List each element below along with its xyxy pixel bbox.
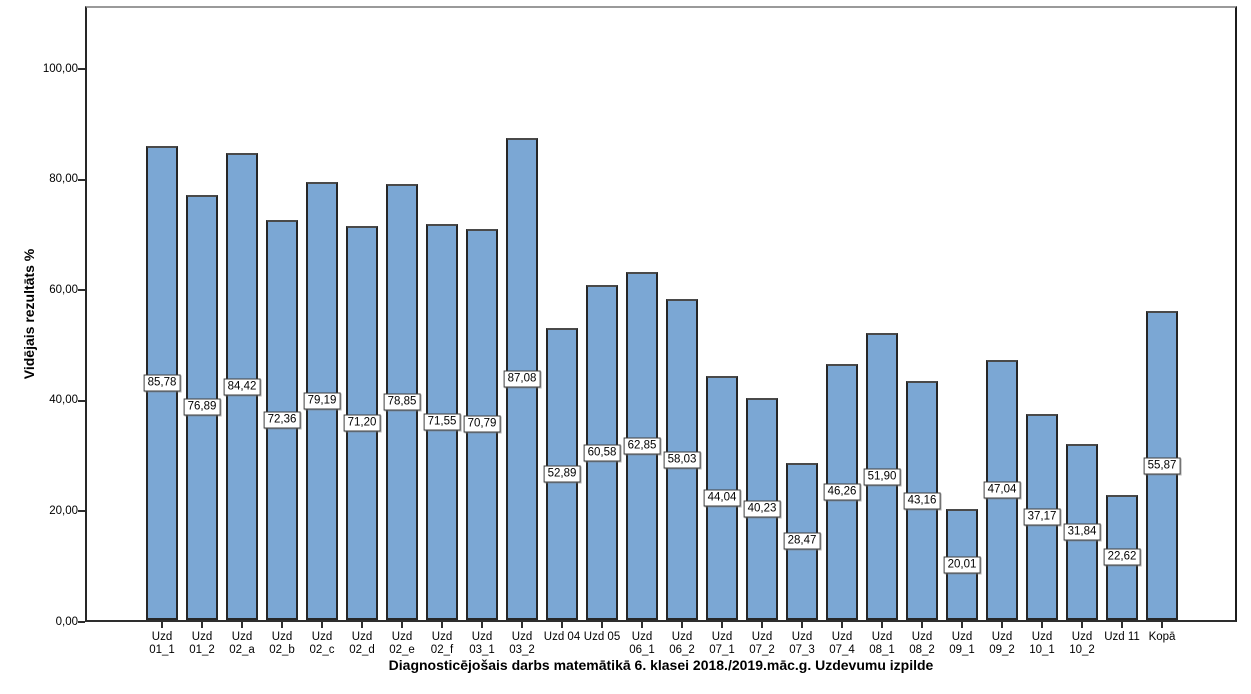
x-category-label: Uzd 03_1: [469, 631, 495, 656]
x-category-label: Uzd 09_1: [949, 631, 975, 656]
x-tick: [601, 622, 603, 628]
x-category-label: Uzd 07_4: [829, 631, 855, 656]
bar-value-label: 52,89: [543, 465, 581, 483]
x-category-label: Uzd 08_1: [869, 631, 895, 656]
x-category-label: Uzd 09_2: [989, 631, 1015, 656]
x-tick: [681, 622, 683, 628]
x-tick: [361, 622, 363, 628]
bar-value-label: 71,20: [343, 414, 381, 432]
x-axis-title: Diagnosticējošais darbs matemātikā 6. kl…: [388, 657, 934, 673]
x-tick: [561, 622, 563, 628]
x-tick: [841, 622, 843, 628]
x-tick: [721, 622, 723, 628]
x-tick: [161, 622, 163, 628]
x-category-label: Uzd 07_1: [709, 631, 735, 656]
x-tick: [761, 622, 763, 628]
y-axis-title: Vidējais rezultāts %: [21, 248, 37, 380]
bar-value-label: 78,85: [383, 393, 421, 411]
x-category-label: Uzd 06_1: [629, 631, 655, 656]
bar-value-label: 47,04: [983, 481, 1021, 499]
bar-value-label: 43,16: [903, 492, 941, 510]
x-category-label: Uzd 01_2: [189, 631, 215, 656]
bar-value-label: 31,84: [1063, 523, 1101, 541]
y-tick: [78, 621, 85, 623]
y-tick-label: 60,00: [49, 283, 78, 296]
bar-value-label: 46,26: [823, 483, 861, 501]
x-tick: [441, 622, 443, 628]
x-tick: [641, 622, 643, 628]
x-category-label: Uzd 02_a: [229, 631, 255, 656]
y-tick-label: 100,00: [42, 62, 78, 75]
x-category-label: Uzd 10_2: [1069, 631, 1095, 656]
bar-value-label: 85,78: [143, 374, 181, 392]
x-category-label: Uzd 02_c: [309, 631, 335, 656]
x-tick: [881, 622, 883, 628]
bar-value-label: 60,58: [583, 444, 621, 461]
x-category-label: Uzd 01_1: [149, 631, 175, 656]
x-tick: [1081, 622, 1083, 628]
y-tick-label: 0,00: [55, 615, 78, 628]
x-tick: [241, 622, 243, 628]
x-category-label: Kopā: [1148, 631, 1176, 643]
x-tick: [281, 622, 283, 628]
bar-value-label: 37,17: [1023, 508, 1061, 526]
x-tick: [521, 622, 523, 628]
bar-value-label: 62,85: [623, 437, 661, 455]
bar-value-label: 20,01: [943, 556, 981, 574]
x-category-label: Uzd 10_1: [1029, 631, 1055, 656]
y-tick: [78, 289, 85, 292]
x-tick: [481, 622, 483, 628]
bar-value-label: 87,08: [503, 370, 541, 388]
x-tick: [1121, 622, 1123, 628]
bar-value-label: 28,47: [783, 532, 821, 550]
bar-value-label: 71,55: [423, 413, 461, 431]
bar-value-label: 72,36: [263, 411, 301, 429]
y-tick-label: 80,00: [49, 173, 78, 186]
x-category-label: Uzd 03_2: [509, 631, 535, 656]
y-tick-label: 20,00: [49, 504, 78, 517]
x-tick: [1041, 622, 1043, 628]
bar-value-label: 22,62: [1103, 548, 1141, 566]
x-category-label: Uzd 02_d: [349, 631, 375, 656]
x-category-label: Uzd 08_2: [909, 631, 935, 656]
bar-value-label: 51,90: [863, 468, 901, 485]
plot-area: 85,78 76,89 84,42 72,36 79,19 71,20 78,85 71,55…: [85, 6, 1237, 622]
bar-value-label: 55,87: [1143, 457, 1181, 475]
y-tick: [78, 510, 85, 513]
y-tick-label: 40,00: [49, 394, 78, 407]
x-tick: [921, 622, 923, 628]
x-tick: [1001, 622, 1003, 628]
x-category-label: Uzd 11: [1104, 631, 1140, 643]
x-category-label: Uzd 02_f: [430, 631, 454, 656]
x-tick: [201, 622, 203, 628]
y-tick: [78, 68, 85, 70]
x-category-label: Uzd 04: [543, 631, 581, 643]
x-category-label: Uzd 05: [583, 631, 621, 643]
x-tick: [401, 622, 403, 628]
bar-value-label: 70,79: [463, 415, 501, 433]
bar-value-label: 44,04: [703, 489, 741, 507]
bar-value-label: 84,42: [223, 378, 261, 396]
x-tick: [801, 622, 803, 628]
bar-value-label: 58,03: [663, 451, 701, 469]
x-category-label: Uzd 07_3: [789, 631, 815, 656]
x-category-label: Uzd 07_2: [749, 631, 775, 656]
bar-value-label: 79,19: [303, 392, 341, 410]
x-category-label: Uzd 06_2: [669, 631, 695, 656]
bar-value-label: 76,89: [183, 398, 221, 416]
x-category-label: Uzd 02_b: [269, 631, 295, 656]
x-tick: [1161, 622, 1163, 628]
x-tick: [961, 622, 963, 628]
y-tick: [78, 399, 85, 402]
y-tick: [78, 178, 85, 181]
x-category-label: Uzd 02_e: [389, 631, 415, 656]
x-tick: [321, 622, 323, 628]
bar-value-label: 40,23: [743, 500, 781, 518]
